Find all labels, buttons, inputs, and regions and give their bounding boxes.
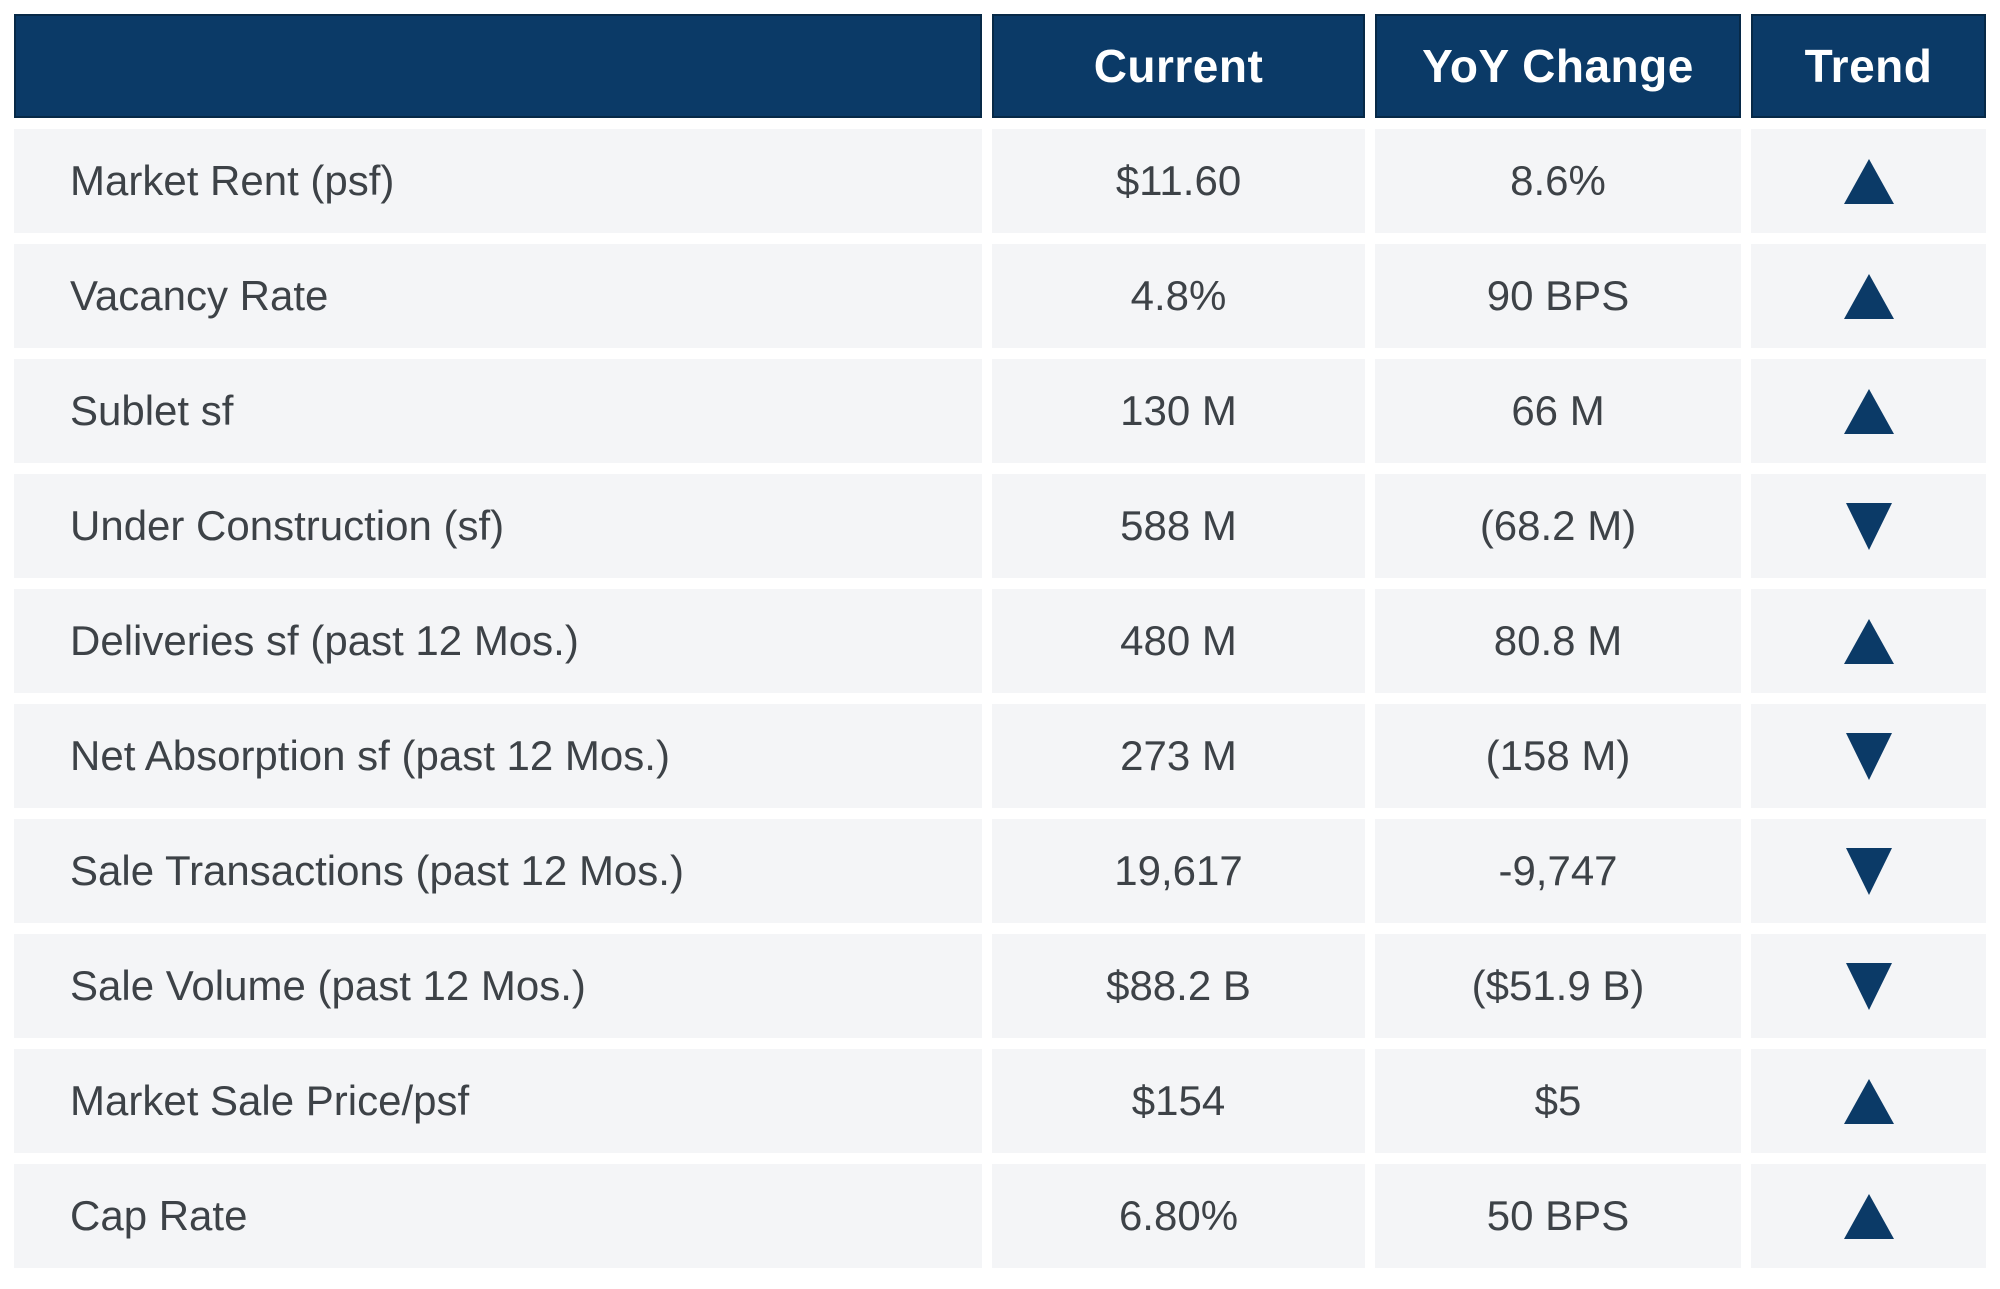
row-label: Market Rent (psf) <box>14 129 982 233</box>
current-value: $11.60 <box>992 129 1365 233</box>
row-label: Vacancy Rate <box>14 244 982 348</box>
current-value: 588 M <box>992 474 1365 578</box>
yoy-value: 66 M <box>1375 359 1741 463</box>
yoy-value: ($51.9 B) <box>1375 934 1741 1038</box>
trend-down-icon <box>1845 962 1892 1010</box>
trend-cell <box>1751 359 1986 463</box>
yoy-value: 80.8 M <box>1375 589 1741 693</box>
trend-cell <box>1751 934 1986 1038</box>
row-label: Market Sale Price/psf <box>14 1049 982 1153</box>
trend-up-icon <box>1843 273 1894 319</box>
trend-cell <box>1751 1049 1986 1153</box>
trend-cell <box>1751 474 1986 578</box>
row-label: Sublet sf <box>14 359 982 463</box>
trend-cell <box>1751 704 1986 808</box>
current-value: 6.80% <box>992 1164 1365 1268</box>
header-cell-blank <box>14 14 982 118</box>
trend-up-icon <box>1843 1078 1894 1124</box>
row-label: Cap Rate <box>14 1164 982 1268</box>
yoy-value: (158 M) <box>1375 704 1741 808</box>
yoy-value: 90 BPS <box>1375 244 1741 348</box>
yoy-value: 8.6% <box>1375 129 1741 233</box>
trend-down-icon <box>1845 502 1892 550</box>
current-value: 130 M <box>992 359 1365 463</box>
trend-cell <box>1751 129 1986 233</box>
trend-cell <box>1751 589 1986 693</box>
trend-up-icon <box>1843 158 1894 204</box>
header-cell-trend: Trend <box>1751 14 1986 118</box>
header-cell-yoy-change: YoY Change <box>1375 14 1741 118</box>
current-value: $88.2 B <box>992 934 1365 1038</box>
row-label: Sale Transactions (past 12 Mos.) <box>14 819 982 923</box>
trend-up-icon <box>1843 388 1894 434</box>
trend-cell <box>1751 244 1986 348</box>
row-label: Deliveries sf (past 12 Mos.) <box>14 589 982 693</box>
current-value: 19,617 <box>992 819 1365 923</box>
current-value: 480 M <box>992 589 1365 693</box>
header-cell-current: Current <box>992 14 1365 118</box>
current-value: $154 <box>992 1049 1365 1153</box>
market-stats-table: Current YoY Change Trend Market Rent (ps… <box>14 14 1986 1268</box>
current-value: 273 M <box>992 704 1365 808</box>
yoy-value: 50 BPS <box>1375 1164 1741 1268</box>
trend-down-icon <box>1845 847 1892 895</box>
row-label: Under Construction (sf) <box>14 474 982 578</box>
row-label: Sale Volume (past 12 Mos.) <box>14 934 982 1038</box>
trend-down-icon <box>1845 732 1892 780</box>
trend-cell <box>1751 819 1986 923</box>
trend-cell <box>1751 1164 1986 1268</box>
yoy-value: (68.2 M) <box>1375 474 1741 578</box>
yoy-value: $5 <box>1375 1049 1741 1153</box>
current-value: 4.8% <box>992 244 1365 348</box>
trend-up-icon <box>1843 1193 1894 1239</box>
yoy-value: -9,747 <box>1375 819 1741 923</box>
row-label: Net Absorption sf (past 12 Mos.) <box>14 704 982 808</box>
trend-up-icon <box>1843 618 1894 664</box>
